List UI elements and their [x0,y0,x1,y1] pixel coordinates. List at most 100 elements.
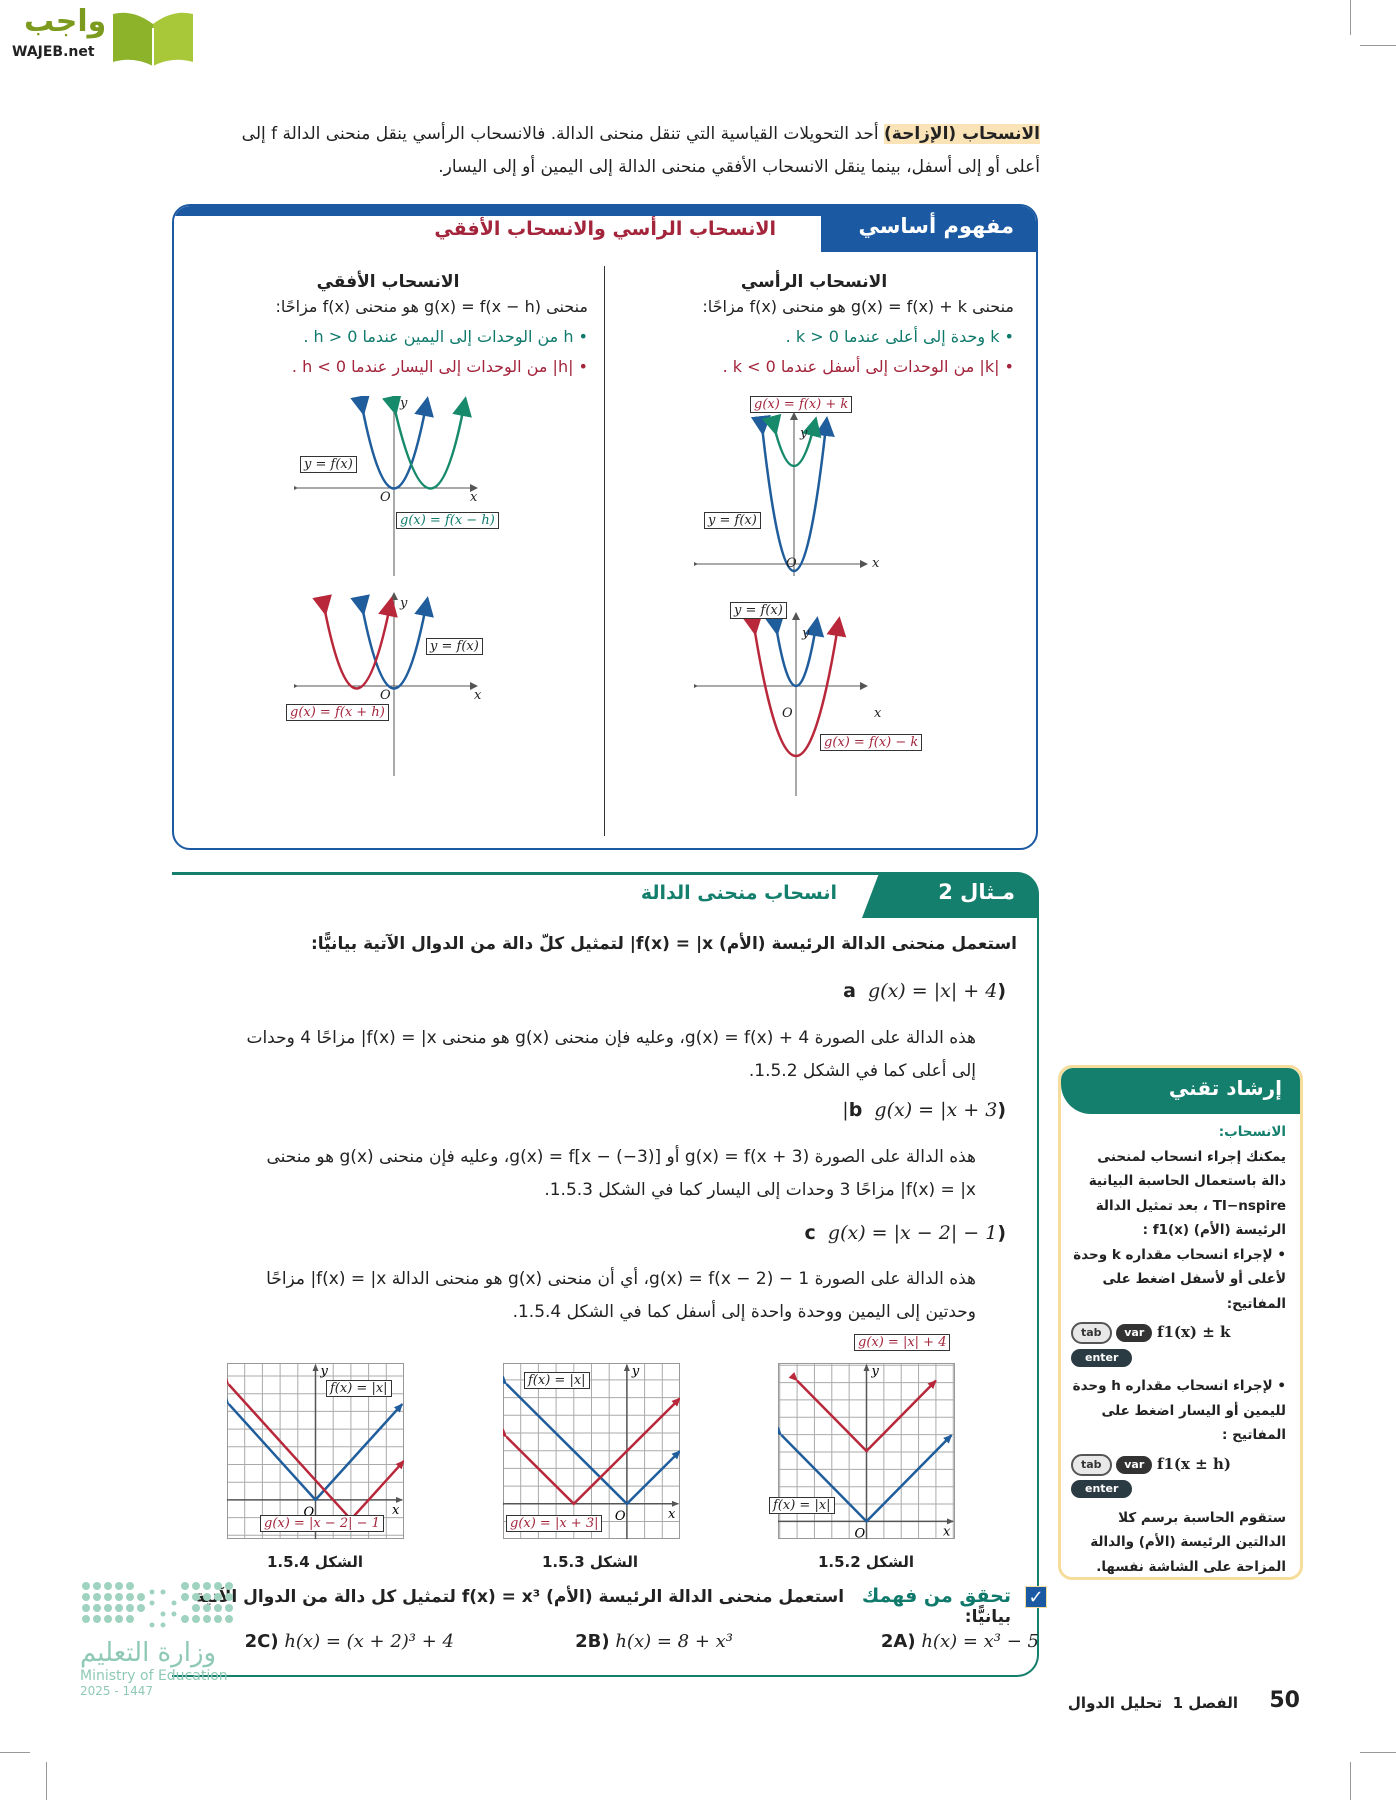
dot [82,1582,90,1590]
exercise-equation: h(x) = 8 + x³ [615,1631,733,1652]
caption-1-5-3: الشكل 1.5.3 [541,1553,639,1571]
dots-pattern-icon [82,1582,233,1628]
part-equation: g(x) = |x + 3| [842,1099,998,1121]
tech-tip-subtitle: الانسحاب: [1218,1124,1286,1140]
explanation-line: إلى أعلى كما في الشكل 1.5.2. [748,1061,976,1081]
parent-curve [350,594,434,690]
key-concept-tab: مفهوم أساسي [821,206,1036,252]
exercise-2b[interactable]: 2B) h(x) = 8 + x³ [575,1631,733,1652]
dot [160,1622,166,1628]
intro-line: أعلى أو إلى أسفل، بينما ينقل الانسحاب ال… [438,157,1040,177]
parent-curve [764,614,825,688]
vertical-shift-down: • |k| من الوحدات إلى أسفل عندما k < 0 . [722,357,1014,376]
checkbox-icon: ✓ [1025,1586,1047,1608]
crop-mark [0,1752,30,1753]
shifted-function-line [498,1397,681,1506]
dot [214,1582,222,1590]
check-prompt: استعمل منحنى الدالة الرئيسة (الأم) f(x) … [195,1587,1011,1627]
tech-tip-text: ستقوم الحاسبة برسم كلا الدالتين الرئيسة … [1090,1509,1286,1575]
dot [104,1604,112,1612]
crop-mark [1360,1752,1396,1753]
dot [115,1582,123,1590]
horizontal-shift-definition: منحنى g(x) = f(x − h) هو منحنى f(x) مزاح… [275,297,588,316]
label-g-1-5-3: g(x) = |x + 3| [506,1515,603,1532]
origin-label: O [855,1526,866,1539]
origin-label: O [380,688,391,703]
origin-label: O [615,1509,626,1524]
horizontal-shift-left: • |h| من الوحدات إلى اليسار عندما h < 0 … [291,357,588,376]
vertical-shift-column: الانسحاب الرأسي منحنى g(x) = f(x) + k هو… [614,272,1014,382]
dot [192,1593,200,1601]
label-g-up: g(x) = f(x) + k [750,396,853,413]
vertical-shift-title: الانسحاب الرأسي [740,272,888,292]
tab-key: tab [1071,1322,1112,1344]
dot [137,1593,145,1601]
chapter-footer: الفصل 1 تحليل الدوال [1068,1694,1238,1712]
exercise-equation: h(x) = (x + 2)³ + 4 [284,1631,454,1652]
dot [214,1604,222,1612]
key-sequence-1: tab var f1(x) ± k enter [1071,1320,1286,1370]
dot [203,1593,211,1601]
dot [225,1604,233,1612]
label-f: y = f(x) [730,602,787,619]
shifted-function-line [788,1372,937,1453]
horizontal-shift-title: الانسحاب الأفقي [316,272,460,292]
shifted-curve [312,594,398,690]
example-tab: مـثال 2 [862,872,1037,918]
label-g-1-5-4: g(x) = |x − 2| − 1 [260,1515,384,1532]
dot [126,1615,134,1623]
dot [203,1604,211,1612]
dot [214,1593,222,1601]
intro-line: أحد التحويلات القياسية التي تنقل منحنى ا… [241,124,884,144]
horizontal-shift-column: الانسحاب الأفقي منحنى g(x) = f(x − h) هو… [188,272,588,382]
dot [82,1615,90,1623]
dot [192,1615,200,1623]
ministry-logo: وزارة التعليم Ministry of Education 2025… [80,1578,255,1698]
y-axis-label: y [320,1364,329,1379]
part-label: (b [848,1099,1006,1121]
caption-1-5-4: الشكل 1.5.4 [266,1553,364,1571]
explanation-line: وحدتين إلى اليمين ووحدة واحدة إلى أسفل ك… [512,1302,976,1322]
label-f-1-5-3: f(x) = |x| [524,1372,590,1389]
exercise-label: 2B) [575,1631,610,1652]
key-expression: f1(x) ± k [1157,1323,1231,1341]
var-key: var [1116,1455,1153,1474]
exercise-2c[interactable]: 2C) h(x) = (x + 2)³ + 4 [245,1631,454,1652]
example-prompt: استعمل منحنى الدالة الرئيسة (الأم) f(x) … [310,934,1017,954]
label-f: y = f(x) [426,638,483,655]
dot [93,1593,101,1601]
vertical-up-graph [694,412,868,576]
dot [214,1615,222,1623]
label-g-right: g(x) = f(x − h) [396,512,499,529]
wajeb-logo[interactable]: واجب WAJEB.net [10,4,193,66]
chapter-number: الفصل 1 [1172,1694,1238,1712]
dot [82,1604,90,1612]
dot [192,1582,200,1590]
exercise-2a[interactable]: 2A) h(x) = x³ − 5 [881,1631,1039,1652]
key-term: الانسحاب (الإزاحة) [883,124,1040,144]
dot [149,1600,155,1606]
x-axis-label: x [874,706,882,721]
part-a: (a g(x) = |x| + 4 [843,980,1006,1002]
dot [104,1615,112,1623]
dot [126,1593,134,1601]
label-g-left: g(x) = f(x + h) [286,704,389,721]
label-f-1-5-4: f(x) = |x| [326,1380,392,1397]
shifted-curve [382,396,472,490]
y-axis-label: y [802,626,810,641]
var-key: var [1116,1324,1153,1342]
shifted-curve [742,614,847,758]
key-concept-box: مفهوم أساسي الانسحاب الرأسي والانسحاب ال… [172,204,1038,850]
x-axis-label: x [668,1507,676,1522]
explanation-line: هذه الدالة على الصورة g(x) = f(x − 2) − … [266,1269,976,1289]
horizontal-right-graph [294,396,478,576]
example-2-box: مـثال 2 انسحاب منحنى الدالة استعمل منحنى… [172,872,1039,1677]
check-title: تحقق من فهمك [861,1585,1011,1607]
explanation-line: هذه الدالة على الصورة g(x) = f(x) + 4، و… [246,1028,976,1048]
intro-paragraph: الانسحاب (الإزاحة) أحد التحويلات القياسي… [180,118,1040,184]
parent-curve [750,414,835,572]
dot [149,1622,155,1628]
dot [181,1615,189,1623]
